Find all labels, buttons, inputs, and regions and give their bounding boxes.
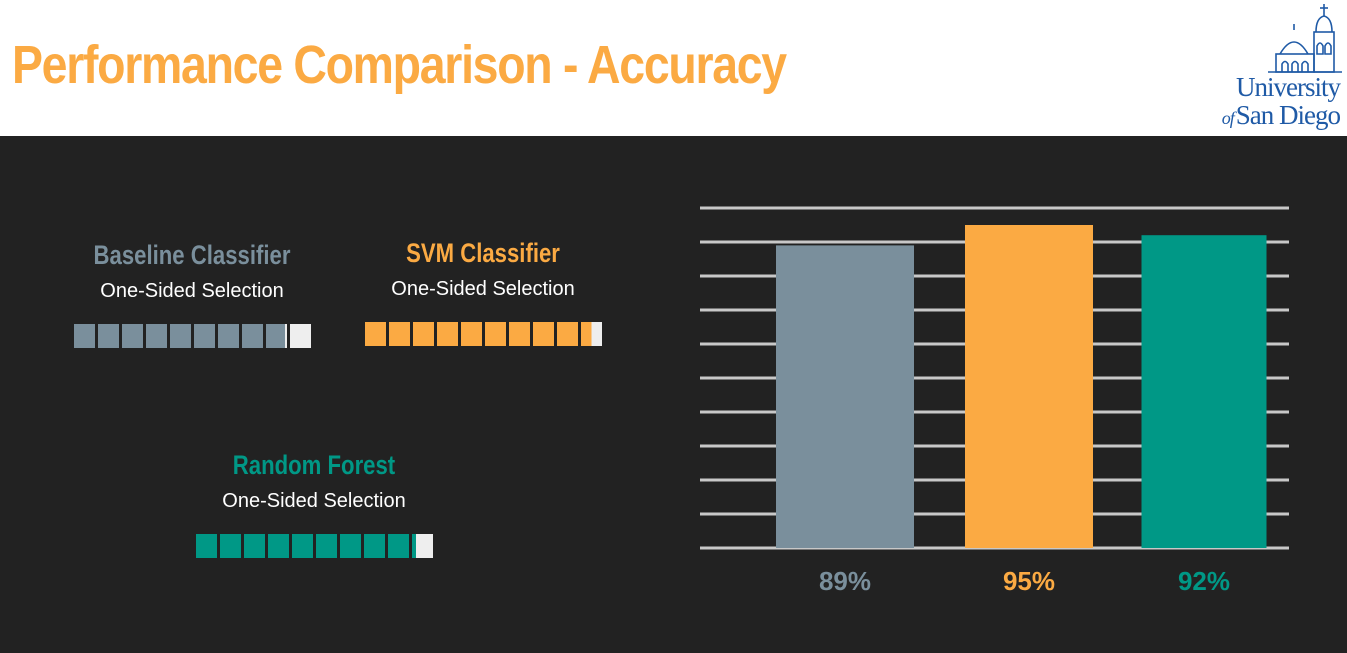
logo-san-diego-text: ofSan Diego [1221,100,1341,131]
waffle-cell [388,322,410,346]
waffle-cell [315,534,337,558]
waffle-cell [436,322,458,346]
panel-svm: SVM Classifier One-Sided Selection [353,236,613,346]
waffle-cell [291,534,313,558]
waffle-cell [195,534,217,558]
waffle-cell [193,324,215,348]
waffle-cell [460,322,482,346]
mission-building-icon [1268,4,1342,73]
waffle-meter [184,534,444,558]
waffle-cell [364,322,386,346]
waffle-cell [219,534,241,558]
page-title: Performance Comparison - Accuracy [12,35,787,95]
bar-baseline-classifier [776,245,914,548]
university-logo: University ofSan Diego [1196,2,1346,134]
waffle-cell [241,324,263,348]
panel-title: SVM Classifier [406,238,560,268]
waffle-cell [532,322,554,346]
waffle-cell [484,322,506,346]
waffle-cell [339,534,361,558]
panel-title: Random Forest [232,450,396,480]
header: Performance Comparison - Accuracy Univer… [0,0,1347,136]
waffle-cell [580,322,602,346]
bar-random-forest [1141,235,1267,548]
waffle-cell [145,324,167,348]
waffle-cell [363,534,385,558]
logo-university-text: University [1236,72,1341,102]
logo-san-diego-name: San Diego [1235,100,1341,130]
panel-random-forest: Random Forest One-Sided Selection [184,448,444,558]
bar-svm-classifier [965,225,1093,548]
waffle-cell [97,324,119,348]
panel-title: Baseline Classifier [93,240,291,270]
bar-value-label: 89% [819,566,871,596]
waffle-cell [289,324,311,348]
waffle-cell [217,324,239,348]
waffle-cell [267,534,289,558]
panel-baseline: Baseline Classifier One-Sided Selection [62,238,322,348]
waffle-meter [353,322,613,346]
panel-subtitle: One-Sided Selection [100,280,284,302]
waffle-cell [243,534,265,558]
waffle-cell [412,322,434,346]
panel-subtitle: One-Sided Selection [391,278,575,300]
waffle-cell [508,322,530,346]
bar-value-label: 92% [1178,566,1230,596]
waffle-cell [73,324,95,348]
waffle-cell [265,324,287,348]
logo-of-text: of [1221,108,1235,128]
panel-subtitle: One-Sided Selection [222,490,406,512]
bar-value-label: 95% [1003,566,1055,596]
waffle-cell [121,324,143,348]
waffle-meter [62,324,322,348]
waffle-cell [387,534,409,558]
waffle-cell [556,322,578,346]
waffle-cell [169,324,191,348]
waffle-cell [411,534,433,558]
